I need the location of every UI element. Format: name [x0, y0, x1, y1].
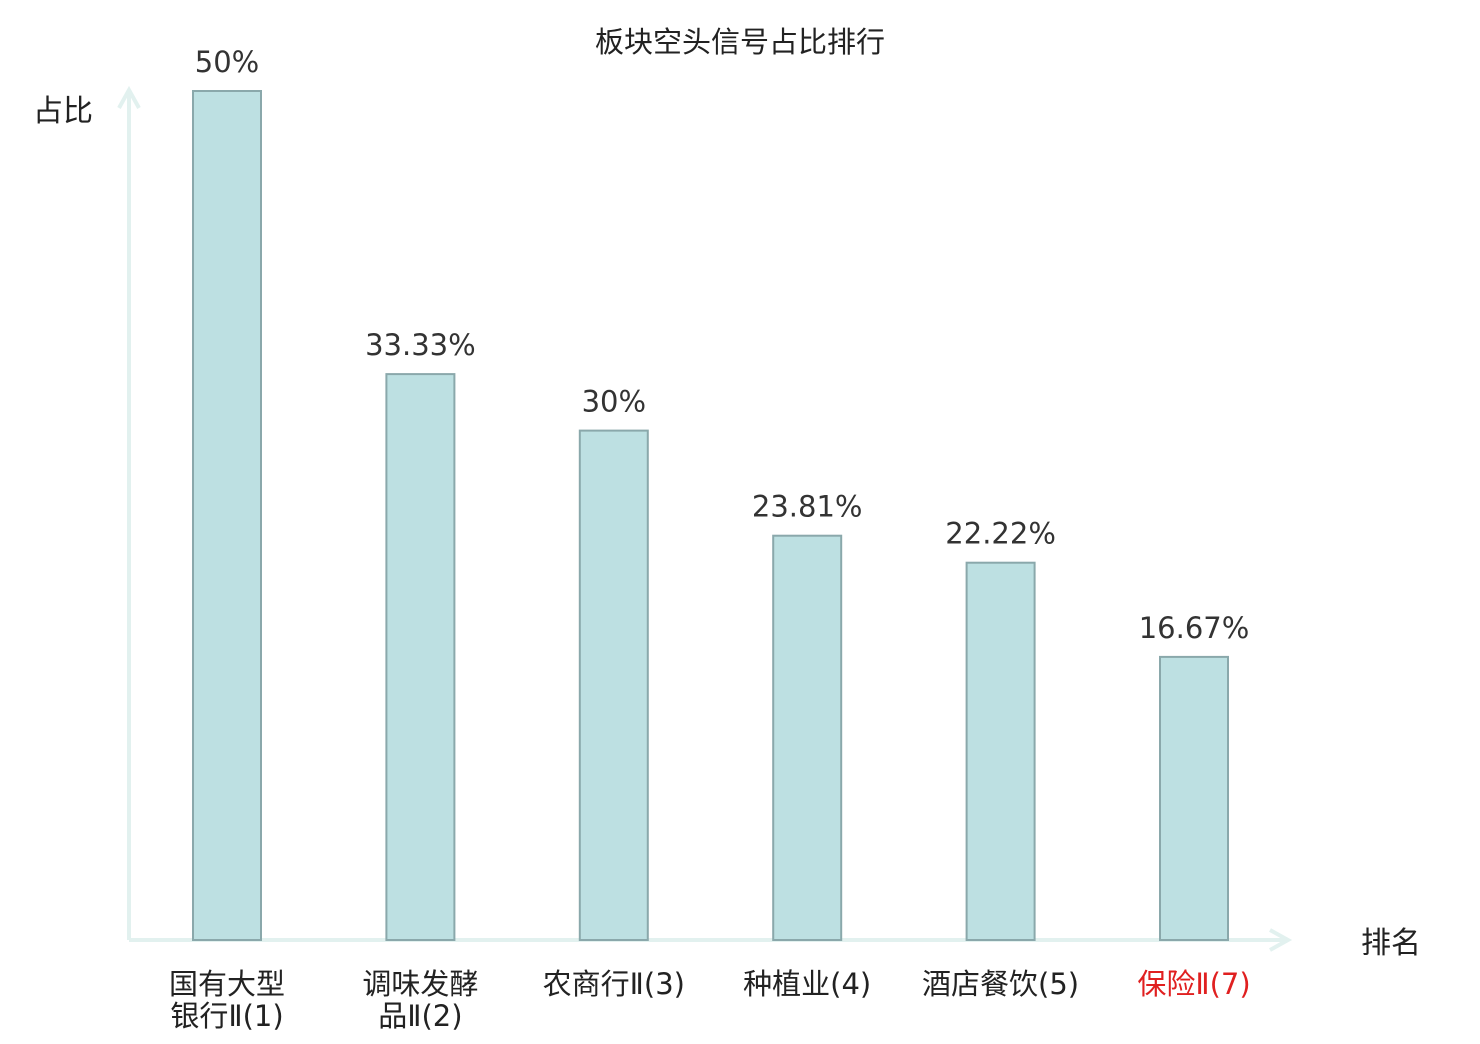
bar: [192, 90, 262, 941]
bar: [965, 561, 1036, 941]
x-axis-arrow-icon: [1269, 928, 1293, 952]
bar-value-label: 30%: [582, 385, 646, 419]
bar: [385, 373, 456, 942]
bar-value-label: 33.33%: [365, 328, 476, 362]
bar-value-label: 50%: [195, 45, 259, 79]
x-tick-label: 调味发酵: [362, 967, 478, 1001]
bars: [192, 90, 1229, 942]
bar-value-label: 22.22%: [945, 517, 1056, 551]
y-axis: [117, 85, 141, 940]
x-tick-label: 保险Ⅱ(7): [1137, 967, 1250, 1001]
bar: [1159, 655, 1229, 942]
x-tick-label: 种植业(4): [743, 967, 871, 1001]
bar: [578, 429, 649, 941]
chart-title: 板块空头信号占比排行: [595, 25, 885, 59]
value-labels: 50% 33.33% 30% 23.81% 22.22% 16.67%: [195, 45, 1250, 645]
x-axis-label: 排名: [1361, 926, 1421, 961]
y-axis-label: 占比: [33, 94, 93, 129]
y-axis-arrow-icon: [117, 85, 141, 109]
bar: [772, 534, 843, 941]
x-tick-label: 国有大型: [169, 967, 285, 1001]
x-tick-label: 品Ⅱ(2): [378, 999, 462, 1033]
x-tick-label: 农商行Ⅱ(3): [543, 967, 685, 1001]
bar-value-label: 23.81%: [752, 490, 863, 524]
x-axis: [129, 928, 1293, 952]
bar-value-label: 16.67%: [1139, 611, 1250, 645]
x-tick-label: 酒店餐饮(5): [922, 967, 1079, 1001]
x-tick-label: 银行Ⅱ(1): [170, 999, 283, 1033]
